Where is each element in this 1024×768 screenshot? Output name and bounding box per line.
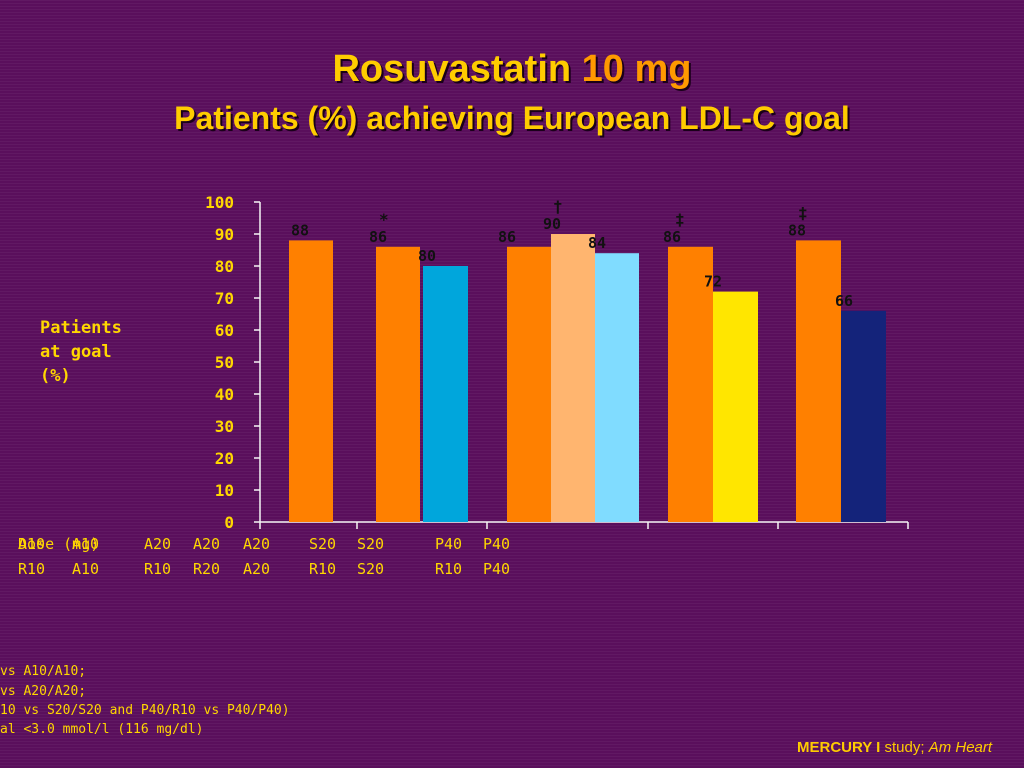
bar xyxy=(796,240,841,522)
dose-row2-cell: P40 xyxy=(483,560,511,578)
y-axis-label-line: (%) xyxy=(40,366,71,386)
bar xyxy=(841,310,886,522)
significance-marker: * xyxy=(379,210,389,229)
dose-row2-cell: R10 xyxy=(435,560,463,578)
citation-journal: Am Heart xyxy=(928,739,993,756)
dose-row1-cell: A10 xyxy=(18,535,46,553)
significance-marker: ‡ xyxy=(675,210,685,229)
bar-value-label: 66 xyxy=(835,292,853,310)
bar xyxy=(595,253,639,522)
dose-row1-cell: S20 xyxy=(357,535,385,553)
bar-value-label: 88 xyxy=(291,221,309,239)
title-drug: Rosuvastatin xyxy=(332,48,572,90)
citation-study: MERCURY I xyxy=(797,739,881,756)
y-tick-label: 40 xyxy=(215,385,234,404)
bar xyxy=(668,246,713,523)
dose-row2-cell: R10 xyxy=(309,560,337,578)
dose-row1-cell: A20 xyxy=(144,535,172,553)
dose-row2-cell: R10 xyxy=(18,560,46,578)
citation-rest: study; xyxy=(884,739,925,756)
bar xyxy=(551,234,595,522)
y-axis-label-line: at goal xyxy=(40,342,112,362)
y-tick-label: 70 xyxy=(215,289,234,308)
bar-value-label: 80 xyxy=(418,247,436,265)
dose-row1-cell: P40 xyxy=(483,535,511,553)
significance-marker: † xyxy=(553,197,563,216)
bar-value-label: 86 xyxy=(498,228,516,246)
bar xyxy=(423,266,468,522)
bar-value-label: 88 xyxy=(788,221,806,239)
dose-row1-cell: P40 xyxy=(435,535,463,553)
bar xyxy=(713,291,758,522)
dose-label: Dose (mg) xyxy=(18,535,100,553)
bar-value-label: 86 xyxy=(663,228,681,246)
y-tick-label: 60 xyxy=(215,321,234,340)
significance-marker: ‡ xyxy=(798,203,808,222)
footnote: vs A20/A20; xyxy=(0,684,87,699)
bar xyxy=(289,240,333,522)
bar-value-label: 90 xyxy=(543,215,561,233)
bar-value-label: 86 xyxy=(369,228,387,246)
slide-subtitle: Patients (%) achieving European LDL-C go… xyxy=(174,100,850,136)
dose-row1-cell: A10 xyxy=(72,535,100,553)
dose-row1-cell: S20 xyxy=(309,535,337,553)
dose-row2-cell: R10 xyxy=(144,560,172,578)
bar-value-label: 84 xyxy=(588,234,606,252)
dose-row2-cell: A10 xyxy=(72,560,100,578)
slide-title: Rosuvastatin 10 mg xyxy=(0,48,1024,91)
footnote: 10 vs S20/S20 and P40/R10 vs P40/P40) xyxy=(0,703,290,718)
dose-row2-cell: S20 xyxy=(357,560,385,578)
citation: MERCURY I study; Am Heart xyxy=(797,739,992,756)
y-axis-label: Patients at goal (%) xyxy=(40,316,150,388)
footnote: vs A10/A10; xyxy=(0,664,87,679)
footnote: al <3.0 mmol/l (116 mg/dl) xyxy=(0,722,204,737)
bar-value-label: 72 xyxy=(704,273,722,291)
dose-row2-cell: R20 xyxy=(193,560,221,578)
title-dose: 10 mg xyxy=(581,48,692,90)
bar xyxy=(507,246,551,523)
y-tick-label: 90 xyxy=(215,225,234,244)
bar xyxy=(376,246,420,523)
y-tick-label: 0 xyxy=(224,513,234,532)
y-axis-label-line: Patients xyxy=(40,318,122,338)
y-tick-label: 20 xyxy=(215,449,234,468)
dose-row2-cell: A20 xyxy=(243,560,271,578)
dose-row1-cell: A20 xyxy=(193,535,221,553)
y-tick-label: 50 xyxy=(215,353,234,372)
y-tick-label: 80 xyxy=(215,257,234,276)
y-tick-label: 100 xyxy=(205,193,234,212)
y-tick-label: 10 xyxy=(215,481,234,500)
dose-row1-cell: A20 xyxy=(243,535,271,553)
y-tick-label: 30 xyxy=(215,417,234,436)
